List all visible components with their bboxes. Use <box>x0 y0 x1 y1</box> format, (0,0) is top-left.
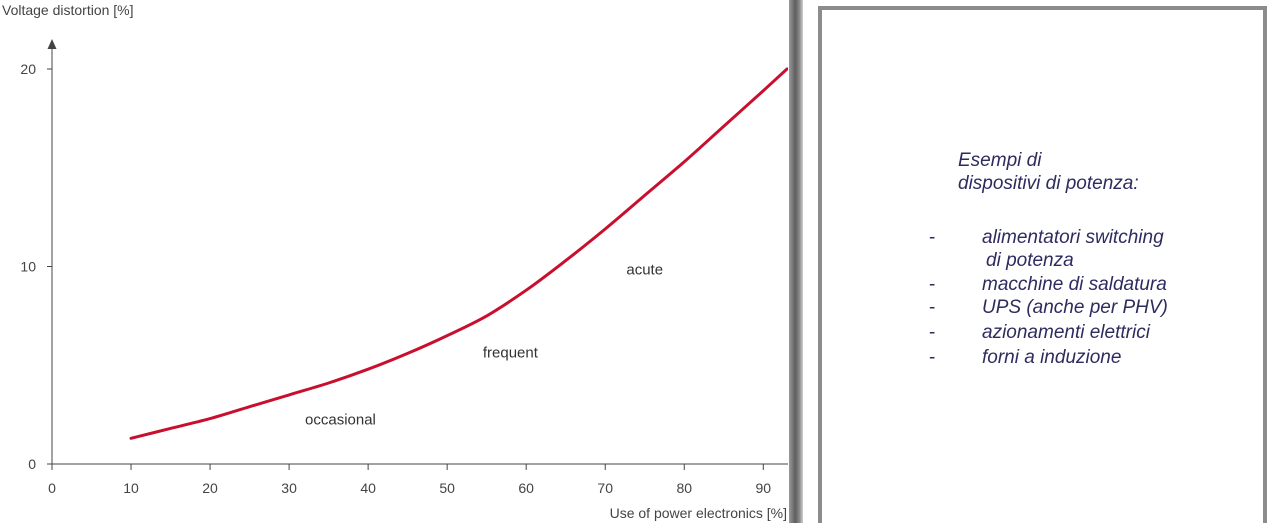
list-item-dash: - <box>929 347 936 368</box>
series-line <box>129 67 788 440</box>
x-tick-label: 60 <box>518 480 534 496</box>
list-item-dash: - <box>929 322 936 343</box>
x-tick-label: 30 <box>281 480 297 496</box>
y-axis-label: Voltage distortion [%] <box>2 2 134 18</box>
x-tick-label: 70 <box>597 480 613 496</box>
x-axis-label: Use of power electronics [%] <box>610 505 787 521</box>
voltage-distortion-chart: 0 10 20 30 40 50 60 70 80 90 0 10 20 Voltage distort… <box>2 2 788 521</box>
chart-series <box>129 67 788 440</box>
list-item: forni a induzione <box>982 347 1122 368</box>
annotation-label: acute <box>626 261 663 278</box>
examples-heading-line2: dispositivi di potenza: <box>958 173 1139 194</box>
y-tick-label: 10 <box>20 259 36 275</box>
list-item: azionamenti elettrici <box>982 322 1150 343</box>
x-tick-label: 50 <box>439 480 455 496</box>
examples-heading-line1: Esempi di <box>958 150 1042 171</box>
list-item-continuation: di potenza <box>986 250 1074 271</box>
y-axis-arrow <box>47 39 57 49</box>
y-tick-label: 20 <box>20 61 36 77</box>
y-tick-label: 0 <box>28 456 36 472</box>
list-item-dash: - <box>929 297 936 318</box>
chart-labels: Voltage distortion [%] Use of power elect… <box>2 2 787 521</box>
list-item: alimentatori switching <box>982 227 1164 248</box>
chart-axes <box>47 39 788 465</box>
list-item-dash: - <box>929 227 936 248</box>
list-item: macchine di saldatura <box>982 274 1167 295</box>
list-item-dash: - <box>929 274 936 295</box>
x-tick-label: 10 <box>123 480 139 496</box>
x-tick-label: 20 <box>202 480 218 496</box>
x-tick-label: 80 <box>676 480 692 496</box>
examples-panel: Esempi di dispositivi di potenza: - alim… <box>818 6 1267 523</box>
annotation-label: occasional <box>305 412 376 429</box>
annotation-label: frequent <box>483 344 539 361</box>
x-tick-label: 90 <box>756 480 772 496</box>
x-tick-label: 0 <box>48 480 56 496</box>
panel-divider <box>789 0 803 523</box>
chart-ticks: 0 10 20 30 40 50 60 70 80 90 0 10 20 <box>20 61 771 496</box>
x-tick-label: 40 <box>360 480 376 496</box>
list-item: UPS (anche per PHV) <box>982 297 1168 318</box>
chart-panel: 0 10 20 30 40 50 60 70 80 90 0 10 20 Voltage distort… <box>0 0 788 523</box>
